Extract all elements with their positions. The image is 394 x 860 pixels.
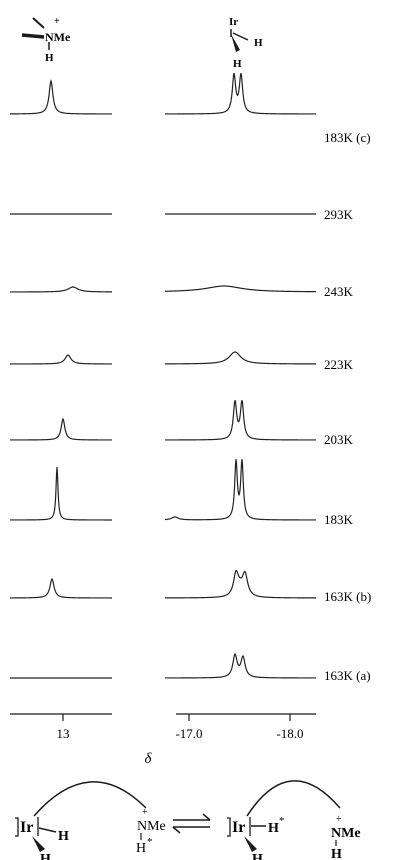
header-h2-label: H [233, 58, 242, 70]
nme-resonance-trace [10, 354, 112, 365]
ir-h-wedge [32, 836, 45, 852]
scheme-right-ir: Ir [232, 819, 245, 836]
scheme-right-star: * [279, 815, 285, 827]
hydride-resonance-trace [164, 285, 317, 293]
chelate-arc [246, 780, 341, 817]
header-h1-label: H [254, 37, 263, 49]
hydride-resonance-trace [165, 400, 316, 441]
hydride-resonance-trace [165, 653, 316, 679]
header-iridium-hydride-structure: Ir H H [229, 16, 263, 70]
scheme-left-structure: Ir H H + NMe H * [15, 781, 166, 860]
trace-label: 203K [324, 432, 354, 447]
ir-h-wedge [231, 34, 240, 52]
hydride-resonance-trace [164, 459, 316, 521]
wedge-bond [21, 33, 45, 39]
scheme-right-plus: + [336, 814, 342, 825]
ir-h-bond [232, 32, 249, 41]
scheme-right-nme: NMe [331, 826, 361, 841]
nme-resonance-trace [10, 577, 112, 599]
ir-h-bond [38, 827, 57, 833]
scheme-left-plus: + [142, 807, 148, 818]
scheme-left-nh: H [136, 841, 146, 856]
nme-resonance-trace [9, 79, 112, 115]
trace-label: 293K [324, 207, 354, 222]
trace-label: 163K (a) [324, 668, 371, 683]
left-axis: 13 [10, 713, 112, 741]
header-ammonium-structure: NMe + H [21, 16, 71, 64]
trace-label: 163K (b) [324, 589, 371, 604]
scheme-right-nh: H [331, 847, 342, 860]
scheme-right-h2: H [252, 852, 263, 860]
trace-label: 243K [324, 284, 354, 299]
ir-bracket-left [227, 817, 231, 837]
nme-resonance-trace [10, 417, 112, 441]
header-nme-label: NMe [45, 30, 71, 44]
axis-tick-label: -17.0 [175, 726, 202, 741]
scheme-right-structure: Ir H * H + NMe H [227, 780, 361, 860]
delta-axis-label: δ [145, 751, 153, 767]
spectra-traces [9, 72, 317, 679]
chelate-arc [33, 781, 147, 817]
ir-h-wedge [244, 836, 257, 852]
nme-resonance-trace [9, 466, 112, 521]
hydride-resonance-trace [165, 351, 316, 365]
trace-label: 183K (c) [324, 130, 371, 145]
hydride-resonance-trace [165, 569, 316, 599]
scheme-left-ir: Ir [20, 819, 33, 836]
ir-bracket-left [15, 817, 19, 837]
trace-label: 183K [324, 512, 354, 527]
axis-tick-label: -18.0 [276, 726, 303, 741]
scheme-left-star: * [147, 836, 153, 848]
equilibrium-arrows [172, 813, 211, 834]
header-plus-label: + [54, 16, 60, 27]
scheme-left-h1: H [58, 829, 69, 844]
temperature-labels: 183K (c) 293K 243K 223K 203K 183K 163K (… [324, 130, 371, 683]
hydride-resonance-trace [165, 72, 316, 115]
trace-label: 223K [324, 357, 354, 372]
scheme-left-nme: NMe [137, 819, 166, 834]
scheme-left-h2: H [40, 852, 51, 860]
methyl-bond [32, 17, 45, 29]
nme-resonance-trace [9, 286, 112, 293]
axis-tick-label: 13 [57, 726, 70, 741]
right-axis: -17.0 -18.0 [175, 713, 316, 741]
header-nh-label: H [45, 52, 54, 64]
header-ir-label: Ir [229, 16, 238, 28]
scheme-right-h1: H [268, 821, 279, 836]
